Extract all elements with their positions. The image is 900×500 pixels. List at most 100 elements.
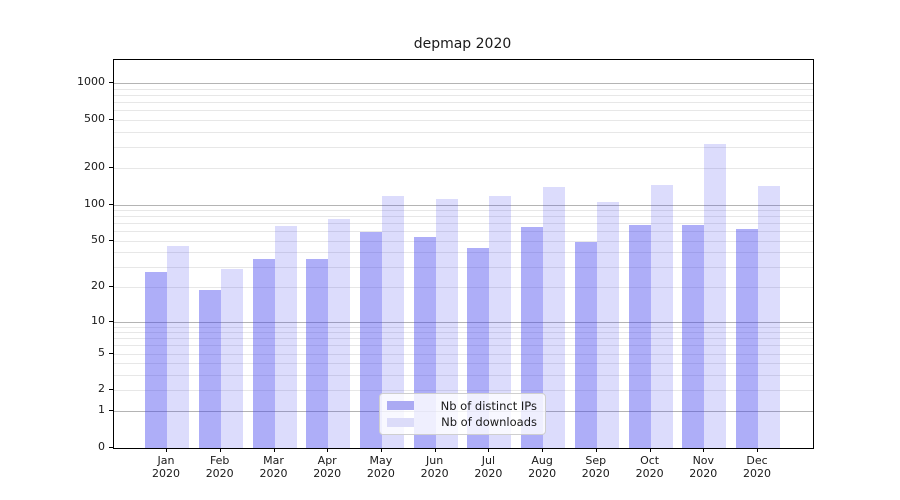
- x-tick-mark: [219, 448, 221, 452]
- gridline-minor: [114, 353, 813, 355]
- x-tick-mark: [166, 448, 167, 452]
- legend-label-distinct-ips: Nb of distinct IPs: [440, 398, 537, 413]
- gridline-minor: [114, 240, 813, 242]
- x-tick-mark: [434, 448, 436, 452]
- bar-distinct-ips-mar: [252, 258, 275, 448]
- x-tick-mark: [380, 448, 382, 452]
- x-tick-mark: [542, 448, 544, 452]
- gridline-minor: [114, 223, 813, 225]
- y-tick-label: 500: [84, 112, 105, 125]
- bar-downloads-feb: [220, 268, 243, 448]
- x-tick-label: Jan 2020: [152, 454, 180, 480]
- x-tick-mark: [649, 448, 651, 452]
- y-tick-label: 5: [98, 345, 105, 359]
- gridline-minor: [114, 89, 813, 90]
- gridline-minor: [114, 146, 813, 148]
- y-tick-label: 20: [91, 279, 105, 293]
- bar-distinct-ips-aug: [521, 226, 544, 448]
- x-tick-label: May 2020: [366, 454, 395, 480]
- bar-distinct-ips-nov: [682, 225, 705, 448]
- gridline-major: [114, 321, 813, 323]
- y-tick-mark: [109, 167, 113, 169]
- y-tick-label: 1000: [77, 75, 105, 89]
- legend: Nb of distinct IPs Nb of downloads: [379, 393, 546, 435]
- x-tick-label: Sep 2020: [581, 454, 610, 480]
- y-tick-mark: [109, 410, 113, 412]
- bar-distinct-ips-feb: [198, 289, 221, 448]
- gridline-minor: [114, 102, 813, 104]
- gridline-minor: [114, 95, 813, 97]
- bar-distinct-ips-dec: [736, 229, 758, 448]
- x-tick-mark: [757, 448, 758, 452]
- y-tick-mark: [109, 447, 113, 448]
- gridline-minor: [114, 390, 813, 391]
- y-tick-label: 1: [98, 403, 105, 417]
- gridline-minor: [114, 287, 813, 289]
- y-tick-label: 50: [91, 232, 105, 246]
- x-tick-label: Feb 2020: [205, 454, 234, 480]
- gridline-minor: [114, 326, 813, 328]
- y-tick-label: 0: [98, 440, 105, 453]
- y-tick-mark: [109, 352, 113, 354]
- x-tick-label: Nov 2020: [689, 454, 718, 480]
- x-tick-label: Jun 2020: [420, 454, 449, 480]
- bar-downloads-may: [381, 195, 404, 448]
- chart-title: depmap 2020: [413, 36, 512, 52]
- bar-downloads-dec: [758, 185, 780, 448]
- y-tick-mark: [109, 320, 113, 322]
- bar-downloads-apr: [328, 218, 351, 448]
- gridline-minor: [114, 345, 813, 347]
- x-tick-label: Oct 2020: [635, 454, 664, 480]
- gridline-minor: [114, 363, 813, 365]
- y-tick-mark: [109, 286, 113, 288]
- bar-distinct-ips-apr: [306, 258, 329, 448]
- y-tick-label: 2: [98, 382, 105, 395]
- legend-swatch-downloads: [387, 417, 414, 427]
- y-tick-label: 200: [84, 160, 105, 174]
- bar-distinct-ips-sep: [574, 241, 597, 448]
- gridline-major: [114, 204, 813, 206]
- x-tick-label: Jul 2020: [474, 454, 503, 480]
- x-tick-label: Aug 2020: [528, 454, 557, 480]
- x-tick-label: Dec 2020: [743, 454, 771, 480]
- legend-label-downloads: Nb of downloads: [441, 415, 537, 430]
- x-tick-mark: [327, 448, 329, 452]
- y-tick-mark: [109, 82, 113, 84]
- plot-area: [113, 59, 814, 449]
- gridline-minor: [114, 266, 813, 268]
- gridline-major: [114, 83, 813, 85]
- gridline-minor: [114, 168, 813, 170]
- bar-downloads-jun: [435, 199, 458, 448]
- bar-downloads-jan: [167, 246, 189, 448]
- x-tick-mark: [273, 448, 275, 452]
- bar-downloads-mar: [274, 226, 297, 448]
- y-tick-mark: [109, 119, 113, 120]
- y-tick-label: 100: [84, 196, 105, 210]
- bar-distinct-ips-may: [359, 232, 382, 448]
- bar-distinct-ips-oct: [628, 224, 651, 448]
- gridline-minor: [114, 216, 813, 218]
- bar-downloads-oct: [650, 184, 673, 448]
- x-tick-label: Mar 2020: [259, 454, 288, 480]
- y-tick-mark: [109, 203, 113, 205]
- legend-item-distinct-ips: Nb of distinct IPs: [387, 399, 537, 413]
- x-tick-label: Apr 2020: [313, 454, 342, 480]
- bar-distinct-ips-jan: [145, 272, 167, 448]
- y-tick-label: 10: [91, 313, 105, 327]
- gridline-minor: [114, 120, 813, 121]
- bar-downloads-nov: [704, 143, 727, 448]
- y-tick-mark: [109, 389, 113, 390]
- y-tick-mark: [109, 239, 113, 241]
- x-tick-mark: [488, 448, 490, 452]
- x-tick-mark: [703, 448, 705, 452]
- gridline-minor: [114, 338, 813, 340]
- bar-downloads-aug: [543, 186, 566, 448]
- legend-swatch-ips: [387, 401, 414, 411]
- gridline-minor: [114, 110, 813, 112]
- gridline-minor: [114, 131, 813, 133]
- x-tick-mark: [595, 448, 597, 452]
- bar-downloads-sep: [596, 202, 619, 448]
- bar-downloads-jul: [489, 195, 512, 448]
- legend-item-downloads: Nb of downloads: [387, 415, 537, 429]
